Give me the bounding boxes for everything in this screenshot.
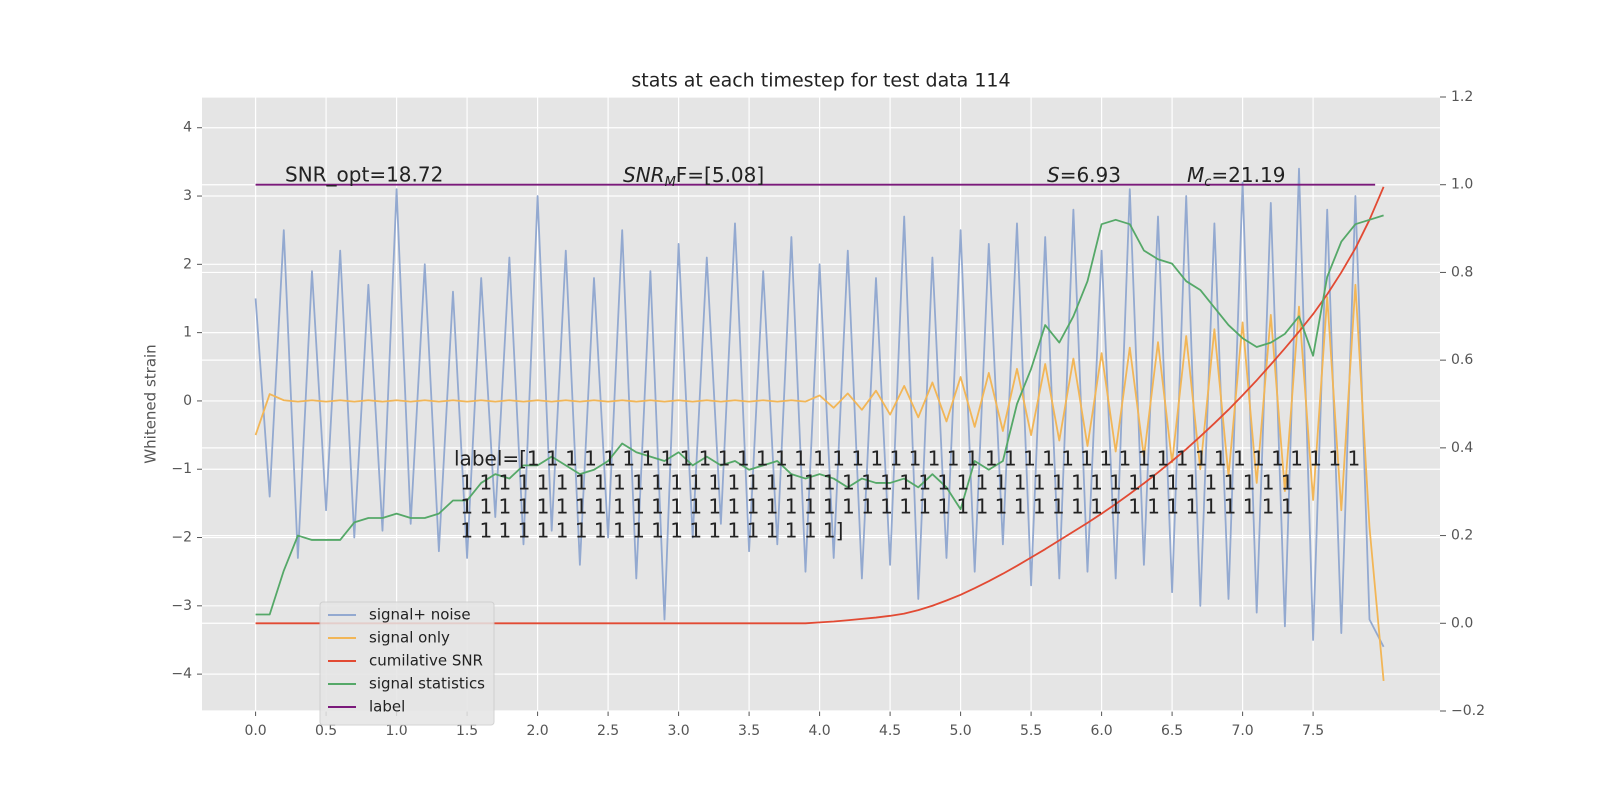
- y2-tick-label: 0.6: [1451, 352, 1473, 368]
- x-tick-label: 2.0: [526, 723, 548, 739]
- legend: signal+ noise signal only cumilative SNR si…: [319, 601, 495, 726]
- chart-title: stats at each timestep for test data 114: [631, 70, 1010, 92]
- x-tick-label: 0.5: [315, 723, 337, 739]
- x-tick-label: 1.5: [456, 723, 478, 739]
- annotations: SNR_opt=18.72 SNRMF=[5.08] S=6.93 Mc=21.19l…: [285, 163, 1360, 726]
- x-tick-label: 3.5: [738, 723, 760, 739]
- legend-label: cumilative SNR: [369, 652, 483, 670]
- label-text: 1 1 1 1 1 1 1 1 1 1 1 1 1 1 1 1 1 1 1 1 …: [454, 471, 1294, 495]
- y-tick-label: −1: [171, 461, 192, 477]
- annotation-main: S: [1047, 163, 1060, 187]
- y-tick-label: 0: [183, 393, 192, 409]
- x-tick-label: 1.0: [385, 723, 407, 739]
- x-tick-label: 2.5: [597, 723, 619, 739]
- y-tick-label: 1: [183, 325, 192, 341]
- label-text: 1 1 1 1 1 1 1 1 1 1 1 1 1 1 1 1 1 1 1 1]: [454, 519, 843, 543]
- annotation: S=6.93: [1047, 163, 1121, 187]
- annotation: SNR_opt=18.72: [285, 163, 443, 187]
- y-tick-label: −4: [171, 666, 192, 682]
- annotation-rest: F=[5.08]: [676, 163, 764, 187]
- legend-box: [319, 601, 495, 726]
- y2-tick-label: 1.0: [1451, 177, 1473, 193]
- y-tick-label: 3: [183, 188, 192, 204]
- annotation-rest: =6.93: [1060, 163, 1121, 187]
- label-text: label=[1 1 1 1 1 1 1 1 1 1 1 1 1 1 1 1 1…: [454, 447, 1360, 471]
- legend-label: signal only: [369, 629, 450, 647]
- x-tick-label: 6.5: [1161, 723, 1183, 739]
- x-tick-label: 7.0: [1231, 723, 1253, 739]
- x-tick-label: 3.0: [667, 723, 689, 739]
- y2-tick-label: 0.4: [1451, 440, 1473, 456]
- annotation-sub: M: [665, 175, 676, 190]
- y-axis-label: Whitened strain: [142, 344, 160, 463]
- y2-tick-label: −0.2: [1451, 703, 1485, 719]
- x-tick-label: 4.0: [808, 723, 830, 739]
- x-tick-label: 7.5: [1302, 723, 1324, 739]
- label-text: 1 1 1 1 1 1 1 1 1 1 1 1 1 1 1 1 1 1 1 1 …: [454, 495, 1294, 519]
- legend-label: signal statistics: [369, 675, 485, 693]
- legend-label: signal+ noise: [369, 606, 471, 624]
- legend-label: label: [369, 698, 405, 716]
- x-tick-label: 5.5: [1020, 723, 1042, 739]
- x-tick-label: 0.0: [244, 723, 266, 739]
- annotation-sub: c: [1204, 175, 1211, 190]
- y-tick-label: 4: [183, 120, 192, 136]
- y2-tick-label: 0.8: [1451, 264, 1473, 280]
- series-line: [255, 214, 1384, 616]
- annotation-main: M: [1187, 163, 1204, 187]
- annotation: SNRMF=[5.08]: [623, 163, 764, 190]
- y2-tick-label: 1.2: [1451, 89, 1473, 105]
- series-line: [254, 167, 1385, 648]
- y-tick-label: −3: [171, 598, 192, 614]
- annotation-main: SNR: [623, 163, 665, 187]
- x-tick-label: 4.5: [879, 723, 901, 739]
- x-tick-label: 5.0: [949, 723, 971, 739]
- annotation-rest: =21.19: [1211, 163, 1285, 187]
- x-tick-label: 6.0: [1090, 723, 1112, 739]
- series-line: [254, 283, 1385, 682]
- y-tick-label: 2: [183, 256, 192, 272]
- y2-tick-label: 0.0: [1451, 615, 1473, 631]
- y-tick-label: −2: [171, 530, 192, 546]
- y2-tick-label: 0.2: [1451, 528, 1473, 544]
- annotation: Mc=21.19: [1187, 163, 1285, 190]
